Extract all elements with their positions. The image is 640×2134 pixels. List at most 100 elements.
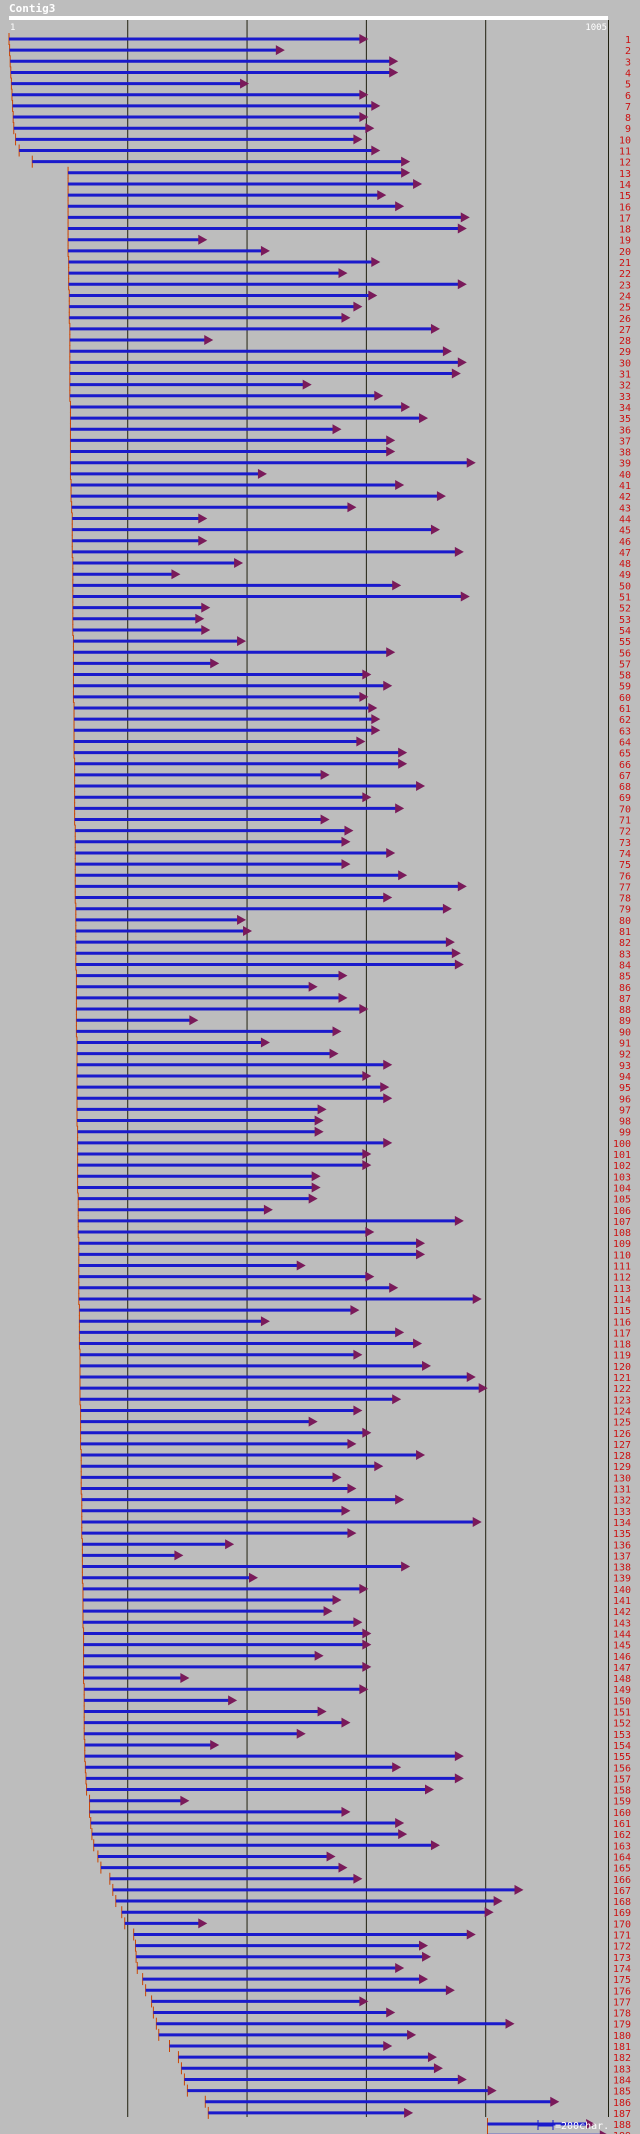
read-arrowhead xyxy=(237,636,247,647)
read-label: 69 xyxy=(619,793,631,804)
read-arrowhead xyxy=(353,1349,363,1360)
read-label: 178 xyxy=(613,2009,631,2020)
read-label: 110 xyxy=(613,1250,631,1261)
read-row: 124 xyxy=(80,1404,631,1417)
read-label: 174 xyxy=(613,1964,631,1975)
read-arrowhead xyxy=(338,1862,348,1873)
read-arrowhead xyxy=(395,1494,405,1505)
read-label: 90 xyxy=(619,1027,631,1038)
read-row: 132 xyxy=(81,1493,631,1507)
read-label: 78 xyxy=(619,894,631,905)
read-row: 164 xyxy=(97,1850,631,1863)
read-arrowhead xyxy=(386,446,396,457)
read-label: 37 xyxy=(619,436,631,447)
read-arrowhead xyxy=(341,1806,351,1817)
read-label: 153 xyxy=(613,1730,631,1741)
read-row: 44 xyxy=(71,512,631,525)
read-row: 49 xyxy=(72,568,631,581)
read-row: 140 xyxy=(82,1582,631,1596)
read-label: 189 xyxy=(613,2131,631,2134)
read-row: 104 xyxy=(77,1181,631,1194)
read-row: 88 xyxy=(75,1003,631,1016)
read-arrowhead xyxy=(484,1907,494,1918)
read-label: 150 xyxy=(613,1696,631,1707)
read-row: 111 xyxy=(78,1259,631,1273)
read-label: 122 xyxy=(613,1384,631,1395)
read-arrowhead xyxy=(374,1461,384,1472)
read-row: 68 xyxy=(74,780,631,793)
read-arrowhead xyxy=(472,1516,482,1527)
read-row: 185 xyxy=(186,2084,631,2098)
read-label: 42 xyxy=(619,492,631,503)
read-arrowhead xyxy=(180,1795,190,1806)
read-arrowhead xyxy=(371,714,381,725)
read-label: 105 xyxy=(613,1195,631,1206)
read-arrowhead xyxy=(338,268,348,279)
read-label: 88 xyxy=(619,1005,631,1016)
read-row: 40 xyxy=(69,467,631,481)
read-arrowhead xyxy=(359,1004,369,1015)
read-label: 100 xyxy=(613,1139,631,1150)
read-arrowhead xyxy=(362,1661,372,1672)
read-row: 154 xyxy=(84,1738,631,1752)
read-label: 46 xyxy=(619,537,631,548)
read-arrowhead xyxy=(454,959,464,970)
read-label: 7 xyxy=(625,102,631,113)
read-arrowhead xyxy=(383,1059,393,1070)
read-arrowhead xyxy=(550,2096,560,2107)
read-row: 1 xyxy=(8,33,631,46)
read-label: 146 xyxy=(613,1652,631,1663)
read-label: 65 xyxy=(619,749,631,760)
read-label: 28 xyxy=(619,336,631,347)
read-label: 94 xyxy=(619,1072,631,1083)
read-row: 39 xyxy=(69,456,631,470)
read-label: 29 xyxy=(619,347,631,358)
read-row: 125 xyxy=(80,1415,631,1429)
read-arrowhead xyxy=(308,1416,318,1427)
read-arrowhead xyxy=(451,948,461,959)
read-row: 61 xyxy=(73,702,631,715)
read-arrowhead xyxy=(302,379,312,390)
read-label: 14 xyxy=(619,180,631,191)
read-row: 13 xyxy=(67,166,631,180)
read-row: 50 xyxy=(72,579,631,592)
read-row: 175 xyxy=(142,1973,631,1986)
read-row: 112 xyxy=(78,1270,631,1284)
read-row: 63 xyxy=(73,724,631,737)
read-row: 14 xyxy=(67,177,631,191)
read-label: 80 xyxy=(619,916,631,927)
read-row: 181 xyxy=(168,2040,631,2053)
read-label: 136 xyxy=(613,1540,631,1551)
contig-ruler-bar xyxy=(9,16,608,20)
read-row: 100 xyxy=(77,1136,631,1150)
read-label: 10 xyxy=(619,135,631,146)
read-arrowhead xyxy=(347,1528,357,1539)
read-label: 25 xyxy=(619,303,631,314)
read-label: 43 xyxy=(619,503,631,514)
read-label: 45 xyxy=(619,526,631,537)
read-label: 134 xyxy=(613,1518,631,1529)
read-label: 24 xyxy=(619,291,631,302)
read-arrowhead xyxy=(368,703,378,713)
read-arrowhead xyxy=(454,1215,464,1226)
read-label: 44 xyxy=(619,514,631,525)
read-label: 55 xyxy=(619,637,631,648)
read-row: 118 xyxy=(78,1337,631,1351)
read-row: 15 xyxy=(67,189,631,202)
read-label: 107 xyxy=(613,1217,631,1228)
read-row: 177 xyxy=(151,1995,631,2008)
read-arrowhead xyxy=(395,803,405,814)
read-row: 128 xyxy=(80,1449,631,1462)
read-row: 91 xyxy=(76,1036,631,1050)
read-arrowhead xyxy=(419,1940,429,1951)
read-row: 149 xyxy=(83,1683,631,1696)
read-row: 3 xyxy=(9,55,631,68)
read-arrowhead xyxy=(424,1784,434,1795)
read-row: 163 xyxy=(93,1839,631,1852)
read-arrowhead xyxy=(377,190,387,201)
read-label: 120 xyxy=(613,1362,631,1373)
read-arrowhead xyxy=(493,1896,503,1907)
read-label: 127 xyxy=(613,1440,631,1451)
read-label: 187 xyxy=(613,2109,631,2120)
read-arrowhead xyxy=(368,290,378,301)
